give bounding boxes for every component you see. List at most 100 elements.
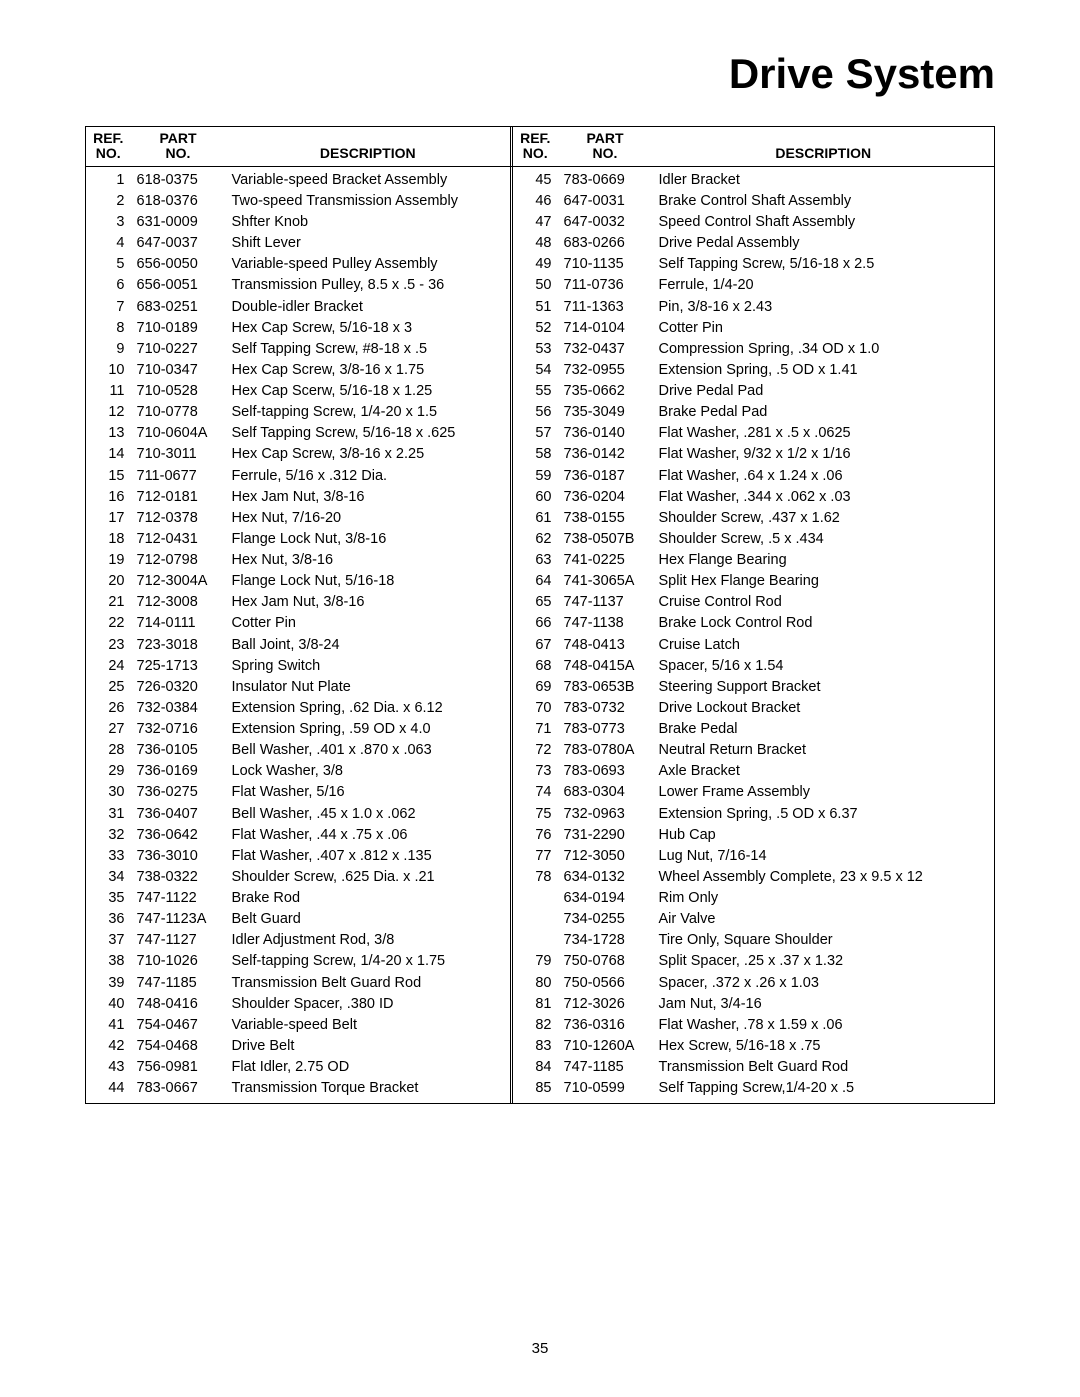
description: Idler Bracket xyxy=(653,166,995,190)
description: Axle Bracket xyxy=(653,761,995,782)
part-no: 683-0251 xyxy=(131,296,226,317)
description: Transmission Torque Bracket xyxy=(226,1078,511,1104)
ref-no: 63 xyxy=(513,550,558,571)
part-no: 738-0322 xyxy=(131,866,226,887)
ref-no: 76 xyxy=(513,824,558,845)
description: Brake Pedal Pad xyxy=(653,402,995,423)
ref-no: 75 xyxy=(513,803,558,824)
table-row: 39747-1185Transmission Belt Guard Rod807… xyxy=(86,972,995,993)
ref-no: 65 xyxy=(513,592,558,613)
description: Flange Lock Nut, 3/8-16 xyxy=(226,528,511,549)
ref-no: 43 xyxy=(86,1057,131,1078)
ref-no: 32 xyxy=(86,824,131,845)
part-no: 723-3018 xyxy=(131,634,226,655)
part-no: 747-1137 xyxy=(558,592,653,613)
description: Shoulder Spacer, .380 ID xyxy=(226,993,511,1014)
table-row: 28736-0105Bell Washer, .401 x .870 x .06… xyxy=(86,740,995,761)
ref-no: 59 xyxy=(513,465,558,486)
table-row: 40748-0416Shoulder Spacer, .380 ID81712-… xyxy=(86,993,995,1014)
ref-no xyxy=(513,930,558,951)
part-no: 754-0467 xyxy=(131,1014,226,1035)
table-row: 21712-3008Hex Jam Nut, 3/8-1665747-1137C… xyxy=(86,592,995,613)
part-no: 711-0677 xyxy=(131,465,226,486)
description: Flat Washer, .281 x .5 x .0625 xyxy=(653,423,995,444)
description: Hex Jam Nut, 3/8-16 xyxy=(226,486,511,507)
part-no: 631-0009 xyxy=(131,212,226,233)
ref-no: 14 xyxy=(86,444,131,465)
description: Drive Belt xyxy=(226,1035,511,1056)
description: Shoulder Screw, .5 x .434 xyxy=(653,528,995,549)
ref-no: 45 xyxy=(513,166,558,190)
hdr-ref1: REF. xyxy=(86,127,131,147)
ref-no: 47 xyxy=(513,212,558,233)
table-row: 13710-0604ASelf Tapping Screw, 5/16-18 x… xyxy=(86,423,995,444)
description: Cruise Control Rod xyxy=(653,592,995,613)
ref-no: 22 xyxy=(86,613,131,634)
description: Tire Only, Square Shoulder xyxy=(653,930,995,951)
ref-no: 4 xyxy=(86,233,131,254)
ref-no: 55 xyxy=(513,381,558,402)
description: Flat Idler, 2.75 OD xyxy=(226,1057,511,1078)
ref-no: 48 xyxy=(513,233,558,254)
description: Drive Pedal Assembly xyxy=(653,233,995,254)
part-no: 736-3010 xyxy=(131,845,226,866)
description: Belt Guard xyxy=(226,909,511,930)
table-row: 24725-1713Spring Switch68748-0415ASpacer… xyxy=(86,655,995,676)
part-no: 712-0798 xyxy=(131,550,226,571)
ref-no: 40 xyxy=(86,993,131,1014)
hdr-ref1b: REF. xyxy=(513,127,558,147)
part-no: 734-1728 xyxy=(558,930,653,951)
table-row: 15711-0677Ferrule, 5/16 x .312 Dia.59736… xyxy=(86,465,995,486)
table-row: 43756-0981Flat Idler, 2.75 OD84747-1185T… xyxy=(86,1057,995,1078)
ref-no: 72 xyxy=(513,740,558,761)
description: Wheel Assembly Complete, 23 x 9.5 x 12 xyxy=(653,866,995,887)
part-no: 748-0415A xyxy=(558,655,653,676)
ref-no: 35 xyxy=(86,888,131,909)
ref-no: 73 xyxy=(513,761,558,782)
table-row: 20712-3004AFlange Lock Nut, 5/16-1864741… xyxy=(86,571,995,592)
part-no: 712-3050 xyxy=(558,845,653,866)
table-row: 1618-0375Variable-speed Bracket Assembly… xyxy=(86,166,995,190)
ref-no xyxy=(513,888,558,909)
description: Hub Cap xyxy=(653,824,995,845)
table-row: 12710-0778Self-tapping Screw, 1/4-20 x 1… xyxy=(86,402,995,423)
part-no: 732-0963 xyxy=(558,803,653,824)
hdr-ref2b: NO. xyxy=(513,146,558,166)
part-no: 656-0051 xyxy=(131,275,226,296)
table-row: 29736-0169Lock Washer, 3/873783-0693Axle… xyxy=(86,761,995,782)
ref-no: 17 xyxy=(86,507,131,528)
description: Flat Washer, .407 x .812 x .135 xyxy=(226,845,511,866)
ref-no: 54 xyxy=(513,359,558,380)
description: Neutral Return Bracket xyxy=(653,740,995,761)
part-no: 710-1026 xyxy=(131,951,226,972)
ref-no: 27 xyxy=(86,719,131,740)
ref-no: 33 xyxy=(86,845,131,866)
ref-no: 84 xyxy=(513,1057,558,1078)
part-no: 747-1122 xyxy=(131,888,226,909)
description: Flat Washer, .344 x .062 x .03 xyxy=(653,486,995,507)
part-no: 732-0437 xyxy=(558,338,653,359)
part-no: 736-0642 xyxy=(131,824,226,845)
ref-no: 77 xyxy=(513,845,558,866)
description: Shoulder Screw, .625 Dia. x .21 xyxy=(226,866,511,887)
hdr-part2b: NO. xyxy=(558,146,653,166)
part-no: 783-0732 xyxy=(558,697,653,718)
description: Flat Washer, .78 x 1.59 x .06 xyxy=(653,1014,995,1035)
part-no: 736-0187 xyxy=(558,465,653,486)
part-no: 710-3011 xyxy=(131,444,226,465)
part-no: 756-0981 xyxy=(131,1057,226,1078)
description: Variable-speed Bracket Assembly xyxy=(226,166,511,190)
description: Hex Nut, 3/8-16 xyxy=(226,550,511,571)
ref-no: 41 xyxy=(86,1014,131,1035)
description: Ferrule, 5/16 x .312 Dia. xyxy=(226,465,511,486)
part-no: 747-1138 xyxy=(558,613,653,634)
hdr-ref2: NO. xyxy=(86,146,131,166)
part-no: 618-0376 xyxy=(131,190,226,211)
description: Self Tapping Screw, 5/16-18 x .625 xyxy=(226,423,511,444)
part-no: 712-0181 xyxy=(131,486,226,507)
table-row: 41754-0467Variable-speed Belt82736-0316F… xyxy=(86,1014,995,1035)
ref-no: 28 xyxy=(86,740,131,761)
table-row: 38710-1026Self-tapping Screw, 1/4-20 x 1… xyxy=(86,951,995,972)
ref-no: 57 xyxy=(513,423,558,444)
ref-no: 39 xyxy=(86,972,131,993)
